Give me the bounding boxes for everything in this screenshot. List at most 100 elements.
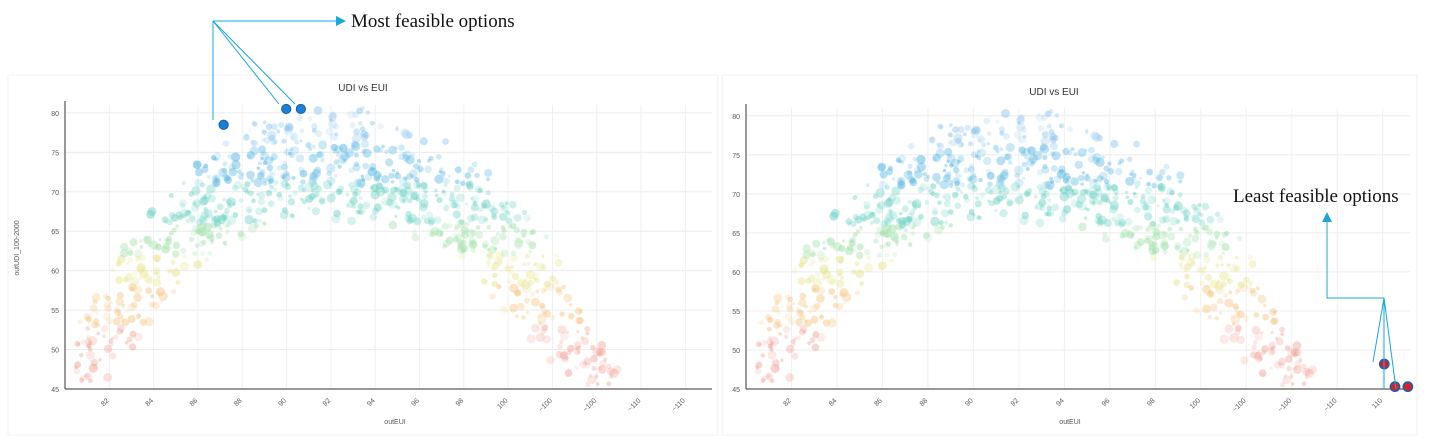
scatter-point (947, 140, 952, 145)
scatter-point (1086, 207, 1090, 212)
scatter-point (926, 186, 932, 192)
scatter-point (932, 210, 938, 216)
scatter-point (1097, 215, 1108, 225)
scatter-point (460, 231, 469, 240)
scatter-point (300, 179, 306, 185)
scatter-point (187, 210, 191, 214)
scatter-point (117, 254, 126, 264)
scatter-point (136, 263, 146, 273)
scatter-point (357, 207, 366, 216)
annotation-connector (212, 20, 296, 105)
scatter-point (473, 200, 477, 204)
scatter-point (218, 167, 228, 178)
scatter-point (133, 293, 142, 302)
scatter-point (1041, 166, 1050, 174)
scatter-point (1088, 156, 1095, 163)
scatter-point (1041, 131, 1049, 139)
scatter-point (542, 287, 548, 292)
scatter-point (329, 111, 337, 119)
scatter-point (182, 254, 187, 259)
scatter-point (758, 342, 762, 347)
scatter-point (1235, 325, 1242, 332)
scatter-point (1107, 161, 1112, 166)
scatter-point (1106, 184, 1112, 190)
scatter-point (969, 163, 974, 169)
scatter-point (1207, 240, 1217, 249)
scatter-point (913, 166, 922, 174)
scatter-point (458, 252, 466, 260)
y-tick-label: 55 (732, 309, 740, 316)
scatter-point (335, 188, 342, 195)
scatter-point (1158, 186, 1166, 193)
scatter-point (769, 336, 780, 346)
scatter-point (1148, 240, 1155, 248)
scatter-point (360, 133, 369, 141)
scatter-point (999, 147, 1004, 152)
scatter-point (1021, 161, 1028, 168)
scatter-point (1133, 177, 1137, 181)
scatter-point (215, 157, 219, 162)
scatter-point (909, 209, 916, 216)
scatter-point (1279, 381, 1286, 388)
scatter-point (125, 309, 130, 313)
scatter-point (526, 334, 536, 344)
scatter-point (74, 361, 82, 369)
scatter-point (1091, 200, 1096, 205)
scatter-point (543, 335, 552, 344)
scatter-point (1280, 332, 1285, 336)
scatter-point (1002, 133, 1010, 140)
scatter-point (563, 293, 573, 303)
scatter-point (173, 253, 180, 260)
scatter-point (926, 174, 930, 179)
scatter-point (1248, 280, 1254, 286)
annotation-connector (1372, 297, 1385, 363)
annotation-connector (212, 20, 280, 105)
scatter-point (117, 324, 125, 333)
scatter-point (86, 343, 92, 349)
scatter-point (1193, 251, 1201, 259)
scatter-point (562, 350, 568, 356)
scatter-point (952, 191, 959, 199)
scatter-point (1216, 216, 1224, 224)
scatter-point (1100, 194, 1109, 203)
scatter-point (97, 323, 101, 327)
scatter-point (260, 151, 270, 161)
scatter-point (419, 203, 428, 212)
scatter-point (999, 130, 1005, 136)
scatter-point (221, 214, 228, 221)
scatter-point (832, 302, 839, 309)
scatter-point (490, 207, 499, 216)
scatter-point (1133, 140, 1140, 148)
scatter-point (1200, 270, 1207, 276)
scatter-point (364, 173, 373, 181)
scatter-point (1039, 143, 1048, 151)
scatter-point (179, 261, 189, 271)
scatter-point (984, 186, 993, 194)
scatter-point (1067, 150, 1073, 155)
scatter-point (1130, 232, 1135, 237)
scatter-point (963, 167, 970, 174)
scatter-point (296, 114, 304, 122)
scatter-point (358, 121, 363, 126)
scatter-point (859, 281, 864, 287)
scatter-point (530, 297, 540, 307)
scatter-point (325, 127, 334, 136)
scatter-point (237, 231, 247, 241)
scatter-point (284, 183, 292, 190)
scatter-point (762, 340, 768, 346)
scatter-point (203, 222, 213, 232)
scatter-point (172, 228, 177, 233)
scatter-point (816, 286, 826, 295)
scatter-point (283, 126, 293, 136)
scatter-point (865, 215, 871, 220)
scatter-point (402, 150, 412, 160)
scatter-point (803, 304, 809, 309)
scatter-point (795, 318, 804, 327)
scatter-point (290, 146, 300, 155)
scatter-point (228, 164, 236, 172)
scatter-point (968, 209, 975, 215)
scatter-point (1096, 187, 1100, 191)
scatter-point (937, 142, 943, 149)
scatter-point (85, 316, 93, 323)
scatter-point (477, 206, 484, 212)
